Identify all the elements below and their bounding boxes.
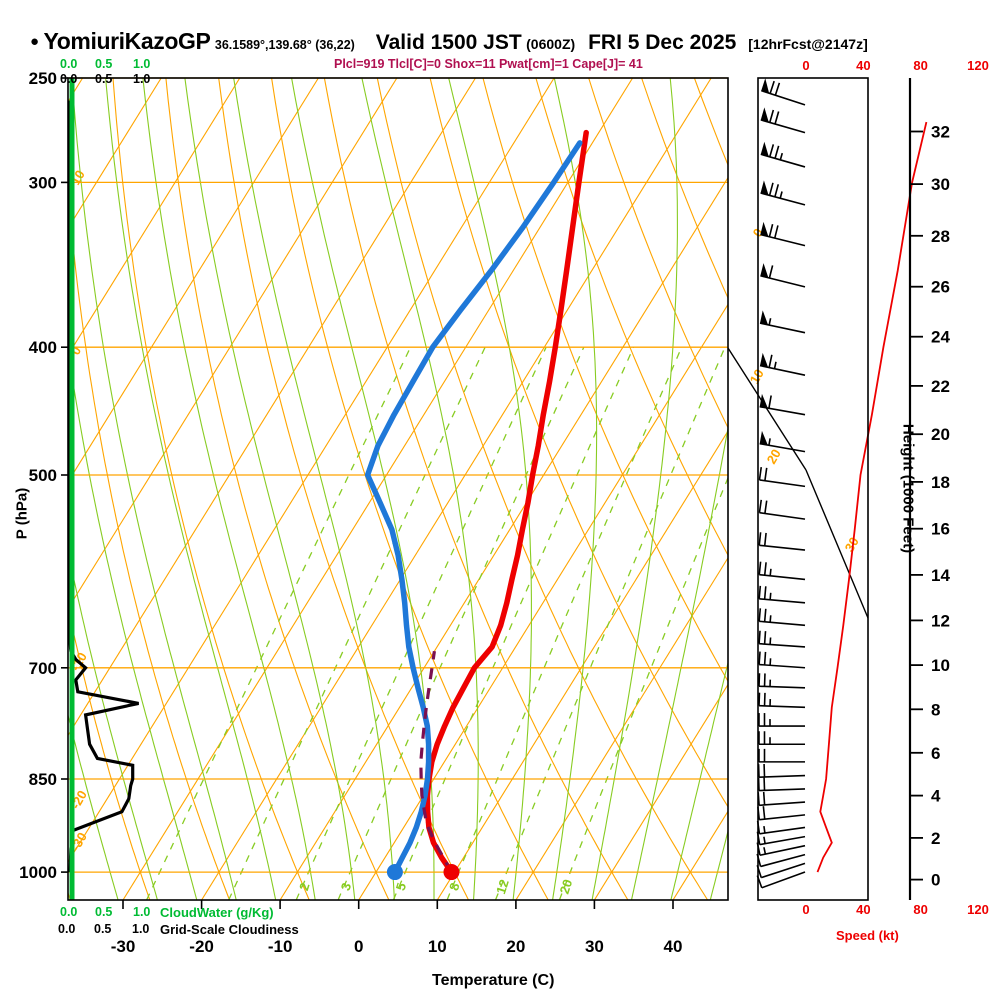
pressure-tick-label: 700 bbox=[29, 659, 57, 678]
svg-text:12: 12 bbox=[493, 877, 512, 895]
wind-barb bbox=[758, 585, 806, 604]
temperature-tick-label: -10 bbox=[268, 937, 293, 956]
pressure-tick-label: 250 bbox=[29, 69, 57, 88]
temperature-tick-label: -20 bbox=[189, 937, 214, 956]
speed-tick-label-top: 40 bbox=[856, 58, 870, 73]
pressure-tick-label: 500 bbox=[29, 466, 57, 485]
temperature-tick-label: 10 bbox=[428, 937, 447, 956]
height-tick-label: 32 bbox=[931, 123, 950, 142]
speed-tick-label-top: 0 bbox=[802, 58, 809, 73]
height-tick-label: 0 bbox=[931, 871, 940, 890]
height-tick-label: 28 bbox=[931, 227, 950, 246]
plot-frames bbox=[67, 77, 912, 901]
wind-barb bbox=[757, 763, 806, 778]
wind-barb bbox=[758, 499, 806, 520]
wind-barb bbox=[757, 777, 806, 792]
wind-barb bbox=[758, 651, 806, 669]
height-tick-label: 30 bbox=[931, 175, 950, 194]
speed-tick-label-bottom: 0 bbox=[802, 902, 809, 917]
moist-adiabat-grid bbox=[68, 78, 728, 900]
wind-barb bbox=[760, 263, 806, 288]
sounding-curves bbox=[364, 129, 589, 881]
wind-barb bbox=[757, 791, 806, 807]
axis-ticks bbox=[61, 77, 923, 909]
svg-text:20: 20 bbox=[764, 446, 784, 466]
speed-tick-label-top: 120 bbox=[967, 58, 989, 73]
wind-speed-curve bbox=[816, 121, 928, 873]
svg-text:30: 30 bbox=[842, 534, 862, 554]
speed-tick-label-top: 80 bbox=[913, 58, 927, 73]
wind-barb bbox=[758, 532, 806, 551]
svg-text:5: 5 bbox=[393, 881, 410, 893]
wind-barb-column bbox=[727, 78, 869, 889]
pressure-tick-label: 400 bbox=[29, 338, 57, 357]
height-tick-label: 26 bbox=[931, 278, 950, 297]
wind-barb bbox=[758, 466, 806, 488]
wind-barb bbox=[757, 806, 806, 821]
wind-barb bbox=[758, 731, 805, 746]
svg-text:10: 10 bbox=[747, 366, 767, 386]
height-tick-label: 24 bbox=[931, 328, 950, 347]
isotherm-grid bbox=[68, 78, 728, 900]
wind-barb bbox=[756, 853, 806, 868]
height-tick-label: 14 bbox=[931, 566, 950, 585]
wind-barb bbox=[760, 221, 806, 247]
wind-barb bbox=[759, 352, 806, 376]
surface-dewpoint-marker bbox=[386, 864, 403, 881]
surface-temperature-marker bbox=[443, 864, 460, 881]
speed-tick-label-bottom: 40 bbox=[856, 902, 870, 917]
wind-barb bbox=[758, 608, 806, 627]
pressure-tick-label: 850 bbox=[29, 770, 57, 789]
svg-text:20: 20 bbox=[557, 877, 576, 895]
mixing-ratio-grid: 2 3 5 8 12 20 bbox=[146, 346, 728, 900]
temperature-tick-label: -30 bbox=[111, 937, 136, 956]
wind-barb bbox=[760, 107, 806, 134]
temperature-tick-label: 0 bbox=[354, 937, 363, 956]
wind-barb bbox=[759, 310, 806, 334]
wind-barb bbox=[756, 871, 806, 889]
speed-tick-label-bottom: 120 bbox=[967, 902, 989, 917]
temperature-tick-label: 30 bbox=[585, 937, 604, 956]
wind-barb bbox=[760, 180, 806, 206]
height-tick-label: 16 bbox=[931, 520, 950, 539]
speed-tick-label-bottom: 80 bbox=[913, 902, 927, 917]
wind-barb bbox=[761, 78, 806, 106]
svg-text:8: 8 bbox=[446, 881, 463, 893]
wind-barb bbox=[759, 430, 806, 453]
cloudiness-curve bbox=[68, 78, 139, 900]
temperature-tick-label: 40 bbox=[664, 937, 683, 956]
height-tick-label: 4 bbox=[931, 787, 941, 806]
pressure-tick-label: 1000 bbox=[19, 863, 57, 882]
wind-barb bbox=[758, 692, 806, 709]
height-tick-label: 18 bbox=[931, 473, 950, 492]
wind-barb bbox=[760, 141, 806, 168]
height-tick-label: 8 bbox=[931, 700, 940, 719]
svg-text:2: 2 bbox=[296, 881, 313, 893]
height-tick-label: 2 bbox=[931, 829, 940, 848]
wind-barb bbox=[756, 820, 806, 835]
wind-barb bbox=[758, 630, 806, 648]
height-tick-label: 12 bbox=[931, 611, 950, 630]
height-tick-label: 10 bbox=[931, 656, 950, 675]
wind-barb bbox=[759, 393, 806, 416]
temperature-tick-label: 20 bbox=[506, 937, 525, 956]
svg-text:3: 3 bbox=[338, 881, 355, 893]
wind-barb bbox=[758, 673, 806, 689]
pressure-tick-label: 300 bbox=[29, 173, 57, 192]
wind-barb bbox=[758, 561, 806, 581]
height-tick-label: 22 bbox=[931, 377, 950, 396]
wind-barb bbox=[758, 748, 805, 763]
height-tick-label: 6 bbox=[931, 744, 940, 763]
height-tick-label: 20 bbox=[931, 425, 950, 444]
wind-barb bbox=[758, 713, 805, 727]
